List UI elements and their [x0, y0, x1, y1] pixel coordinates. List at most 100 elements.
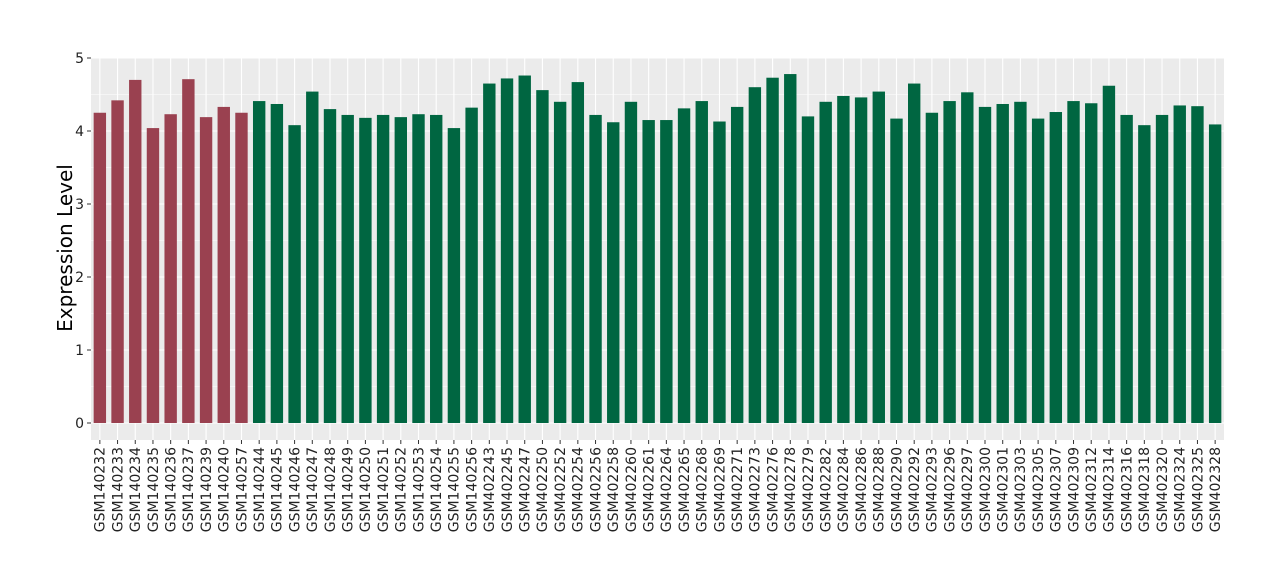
- x-tick-label: GSM402252: [553, 447, 569, 532]
- x-tick-label: GSM402279: [801, 447, 817, 532]
- bar-GSM402268: [695, 101, 708, 423]
- x-tick-label: GSM402271: [730, 447, 746, 532]
- x-tick-label: GSM140248: [323, 447, 339, 532]
- bar-GSM402309: [1067, 101, 1080, 423]
- bar-GSM402279: [801, 116, 815, 424]
- x-tick-label: GSM402247: [518, 447, 534, 532]
- bar-GSM402312: [1085, 103, 1098, 423]
- bar-GSM140235: [146, 128, 160, 423]
- bar-GSM140256: [465, 107, 478, 423]
- bar-GSM402258: [607, 122, 620, 424]
- bar-GSM402261: [642, 120, 655, 424]
- x-tick-label: GSM402288: [872, 447, 888, 532]
- bar-GSM140248: [323, 109, 337, 423]
- x-tick-label: GSM402282: [818, 447, 834, 532]
- bar-GSM402320: [1155, 114, 1169, 423]
- x-tick-label: GSM140255: [447, 447, 463, 532]
- bar-GSM402293: [925, 112, 939, 423]
- bars: [93, 74, 1222, 424]
- bar-GSM402318: [1138, 125, 1151, 423]
- bar-GSM402297: [961, 92, 974, 423]
- bar-GSM402282: [819, 101, 832, 424]
- x-tick-label: GSM402250: [535, 447, 551, 532]
- bar-GSM140245: [270, 103, 284, 424]
- bar-GSM140234: [129, 79, 142, 424]
- bar-GSM402254: [571, 82, 585, 423]
- bar-GSM402284: [837, 95, 850, 424]
- x-tick-label: GSM402314: [1102, 447, 1118, 532]
- x-tick-label: GSM402254: [571, 447, 587, 532]
- x-tick-label: GSM402290: [889, 447, 905, 532]
- bar-GSM402252: [553, 101, 567, 424]
- x-tick-label: GSM402269: [712, 447, 728, 532]
- bar-GSM402325: [1191, 106, 1204, 424]
- bar-GSM140239: [199, 117, 213, 423]
- bar-GSM140233: [111, 100, 124, 423]
- x-tick-label: GSM402260: [624, 447, 640, 532]
- x-tick-label: GSM140257: [234, 447, 250, 532]
- x-tick-label: GSM402276: [765, 447, 781, 532]
- bar-GSM140250: [359, 117, 372, 424]
- x-tick-label: GSM140246: [287, 447, 303, 532]
- x-tick-label: GSM402312: [1084, 447, 1100, 532]
- x-tick-label: GSM140239: [199, 447, 215, 532]
- bar-GSM402292: [907, 83, 921, 424]
- bar-GSM402271: [730, 106, 744, 423]
- x-tick-label: GSM402293: [925, 447, 941, 532]
- bar-GSM402328: [1208, 124, 1222, 424]
- x-tick-label: GSM140253: [411, 447, 427, 532]
- x-tick-label: GSM140245: [270, 447, 286, 532]
- x-tick-label: GSM402328: [1208, 447, 1224, 532]
- x-tick-label: GSM402258: [606, 447, 622, 532]
- bar-GSM140246: [288, 125, 301, 423]
- bar-GSM402301: [996, 103, 1009, 424]
- x-tick-label: GSM402303: [1013, 447, 1029, 532]
- bar-GSM140236: [164, 114, 177, 424]
- x-tick-label: GSM402265: [677, 447, 693, 532]
- bar-GSM402247: [518, 75, 531, 424]
- y-tick-label: 0: [75, 416, 84, 432]
- bar-GSM402316: [1120, 114, 1133, 423]
- x-tick-label: GSM402297: [960, 447, 976, 532]
- x-tick-label: GSM402278: [783, 447, 799, 532]
- bar-GSM140253: [412, 114, 425, 424]
- bar-GSM402265: [677, 108, 691, 424]
- x-tick-label: GSM140233: [110, 447, 126, 532]
- y-tick-label: 4: [75, 124, 84, 140]
- x-tick-label: GSM402307: [1049, 447, 1065, 532]
- bar-GSM402243: [483, 83, 496, 424]
- bar-GSM140251: [376, 114, 390, 423]
- x-tick-label: GSM140234: [128, 447, 144, 532]
- bar-GSM402278: [784, 74, 797, 423]
- bar-GSM402269: [713, 121, 726, 423]
- bar-GSM140249: [341, 114, 354, 423]
- x-tick-label: GSM140247: [305, 447, 321, 532]
- y-tick-label: 1: [75, 343, 84, 359]
- x-tick-label: GSM140250: [358, 447, 374, 532]
- x-tick-label: GSM402300: [978, 447, 994, 532]
- bar-GSM402296: [943, 101, 956, 423]
- x-tick-label: GSM402325: [1190, 447, 1206, 532]
- x-tick-label: GSM140251: [376, 447, 392, 532]
- y-axis: 0 1 2 3 4 5: [75, 51, 91, 432]
- bar-GSM402300: [978, 106, 992, 423]
- x-tick-label: GSM140236: [163, 447, 179, 532]
- x-tick-label: GSM402243: [482, 447, 498, 532]
- y-tick-label: 5: [75, 51, 84, 67]
- bar-GSM402264: [660, 120, 673, 424]
- bar-GSM402256: [589, 114, 602, 423]
- y-axis-label: Expression Level: [53, 164, 77, 332]
- x-tick-label: GSM402309: [1066, 447, 1082, 532]
- x-tick-label: GSM140244: [252, 447, 268, 532]
- bar-GSM402288: [872, 91, 885, 423]
- x-tick-label: GSM140252: [394, 447, 410, 532]
- bar-GSM140254: [430, 114, 443, 423]
- x-tick-label: GSM402296: [942, 447, 958, 532]
- x-tick-label: GSM140249: [341, 447, 357, 532]
- bar-GSM140240: [217, 106, 230, 423]
- x-tick-label: GSM402264: [659, 447, 675, 532]
- bar-GSM402273: [748, 87, 762, 423]
- x-tick-label: GSM140240: [217, 447, 233, 532]
- bar-GSM402307: [1049, 112, 1063, 424]
- x-tick-label: GSM402301: [996, 447, 1012, 532]
